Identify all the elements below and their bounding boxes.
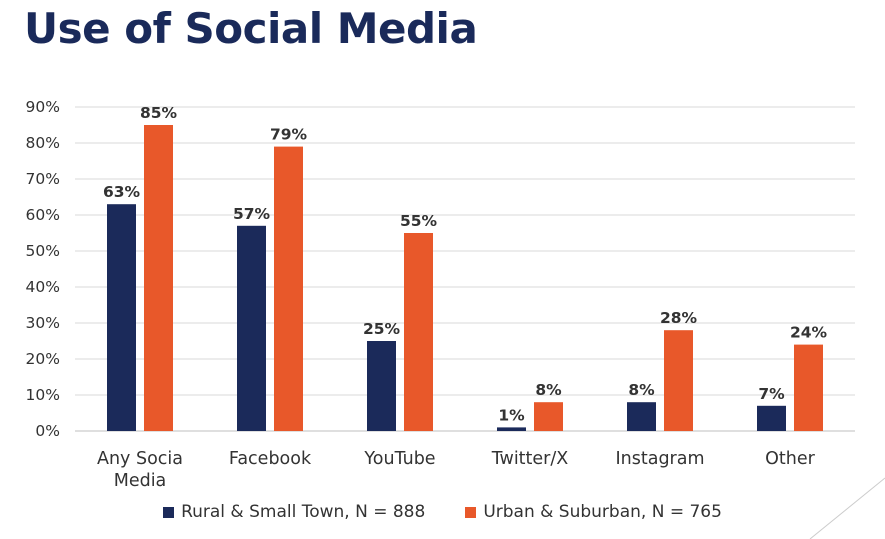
x-tick-label: Facebook [229, 449, 312, 469]
bar [367, 341, 396, 431]
legend-swatch-rural [163, 506, 175, 518]
legend: Rural & Small Town, N = 888 Urban & Subu… [0, 502, 885, 522]
bar [497, 427, 526, 431]
x-tick-label: YouTube [363, 449, 435, 469]
y-tick-label: 30% [26, 314, 60, 332]
y-tick-label: 90% [26, 98, 60, 116]
bar [534, 402, 563, 431]
x-tick-label: Any Socia [97, 449, 183, 469]
x-tick-label: Twitter/X [491, 449, 569, 469]
x-tick-label: Media [114, 471, 167, 491]
legend-label-urban: Urban & Suburban, N = 765 [483, 502, 722, 522]
data-label: 1% [498, 406, 525, 424]
data-label: 85% [140, 104, 178, 122]
legend-item-rural: Rural & Small Town, N = 888 [163, 502, 425, 522]
y-tick-label: 70% [26, 170, 60, 188]
data-label: 63% [103, 183, 141, 201]
x-tick-label: Instagram [615, 449, 704, 469]
y-tick-label: 0% [35, 422, 60, 440]
data-label: 28% [660, 309, 698, 327]
bar [757, 405, 786, 431]
y-tick-label: 50% [26, 242, 60, 260]
y-tick-label: 40% [26, 278, 60, 296]
bar [404, 233, 433, 431]
bar [107, 204, 136, 431]
data-label: 8% [535, 381, 562, 399]
bar [794, 344, 823, 431]
data-label: 25% [363, 320, 401, 338]
data-label: 8% [628, 381, 655, 399]
legend-swatch-urban [465, 506, 477, 518]
legend-label-rural: Rural & Small Town, N = 888 [181, 502, 426, 522]
data-label: 24% [790, 324, 828, 342]
bar [274, 146, 303, 431]
bar [144, 125, 173, 431]
x-tick-label: Other [765, 449, 815, 469]
y-tick-label: 80% [26, 134, 60, 152]
data-label: 79% [270, 126, 308, 144]
bar [237, 225, 266, 431]
chart-title: Use of Social Media [24, 4, 478, 53]
data-label: 55% [400, 212, 438, 230]
bar [627, 402, 656, 431]
data-label: 57% [233, 205, 271, 223]
legend-item-urban: Urban & Suburban, N = 765 [465, 502, 722, 522]
y-tick-label: 60% [26, 206, 60, 224]
y-tick-label: 20% [26, 350, 60, 368]
data-label: 7% [758, 385, 785, 403]
bar-chart: 0% 10% 20% 30% 40% 50% 60% 70% 80% 90% 63% 85% Any S… [26, 98, 855, 491]
y-tick-label: 10% [26, 386, 60, 404]
bar [664, 330, 693, 431]
